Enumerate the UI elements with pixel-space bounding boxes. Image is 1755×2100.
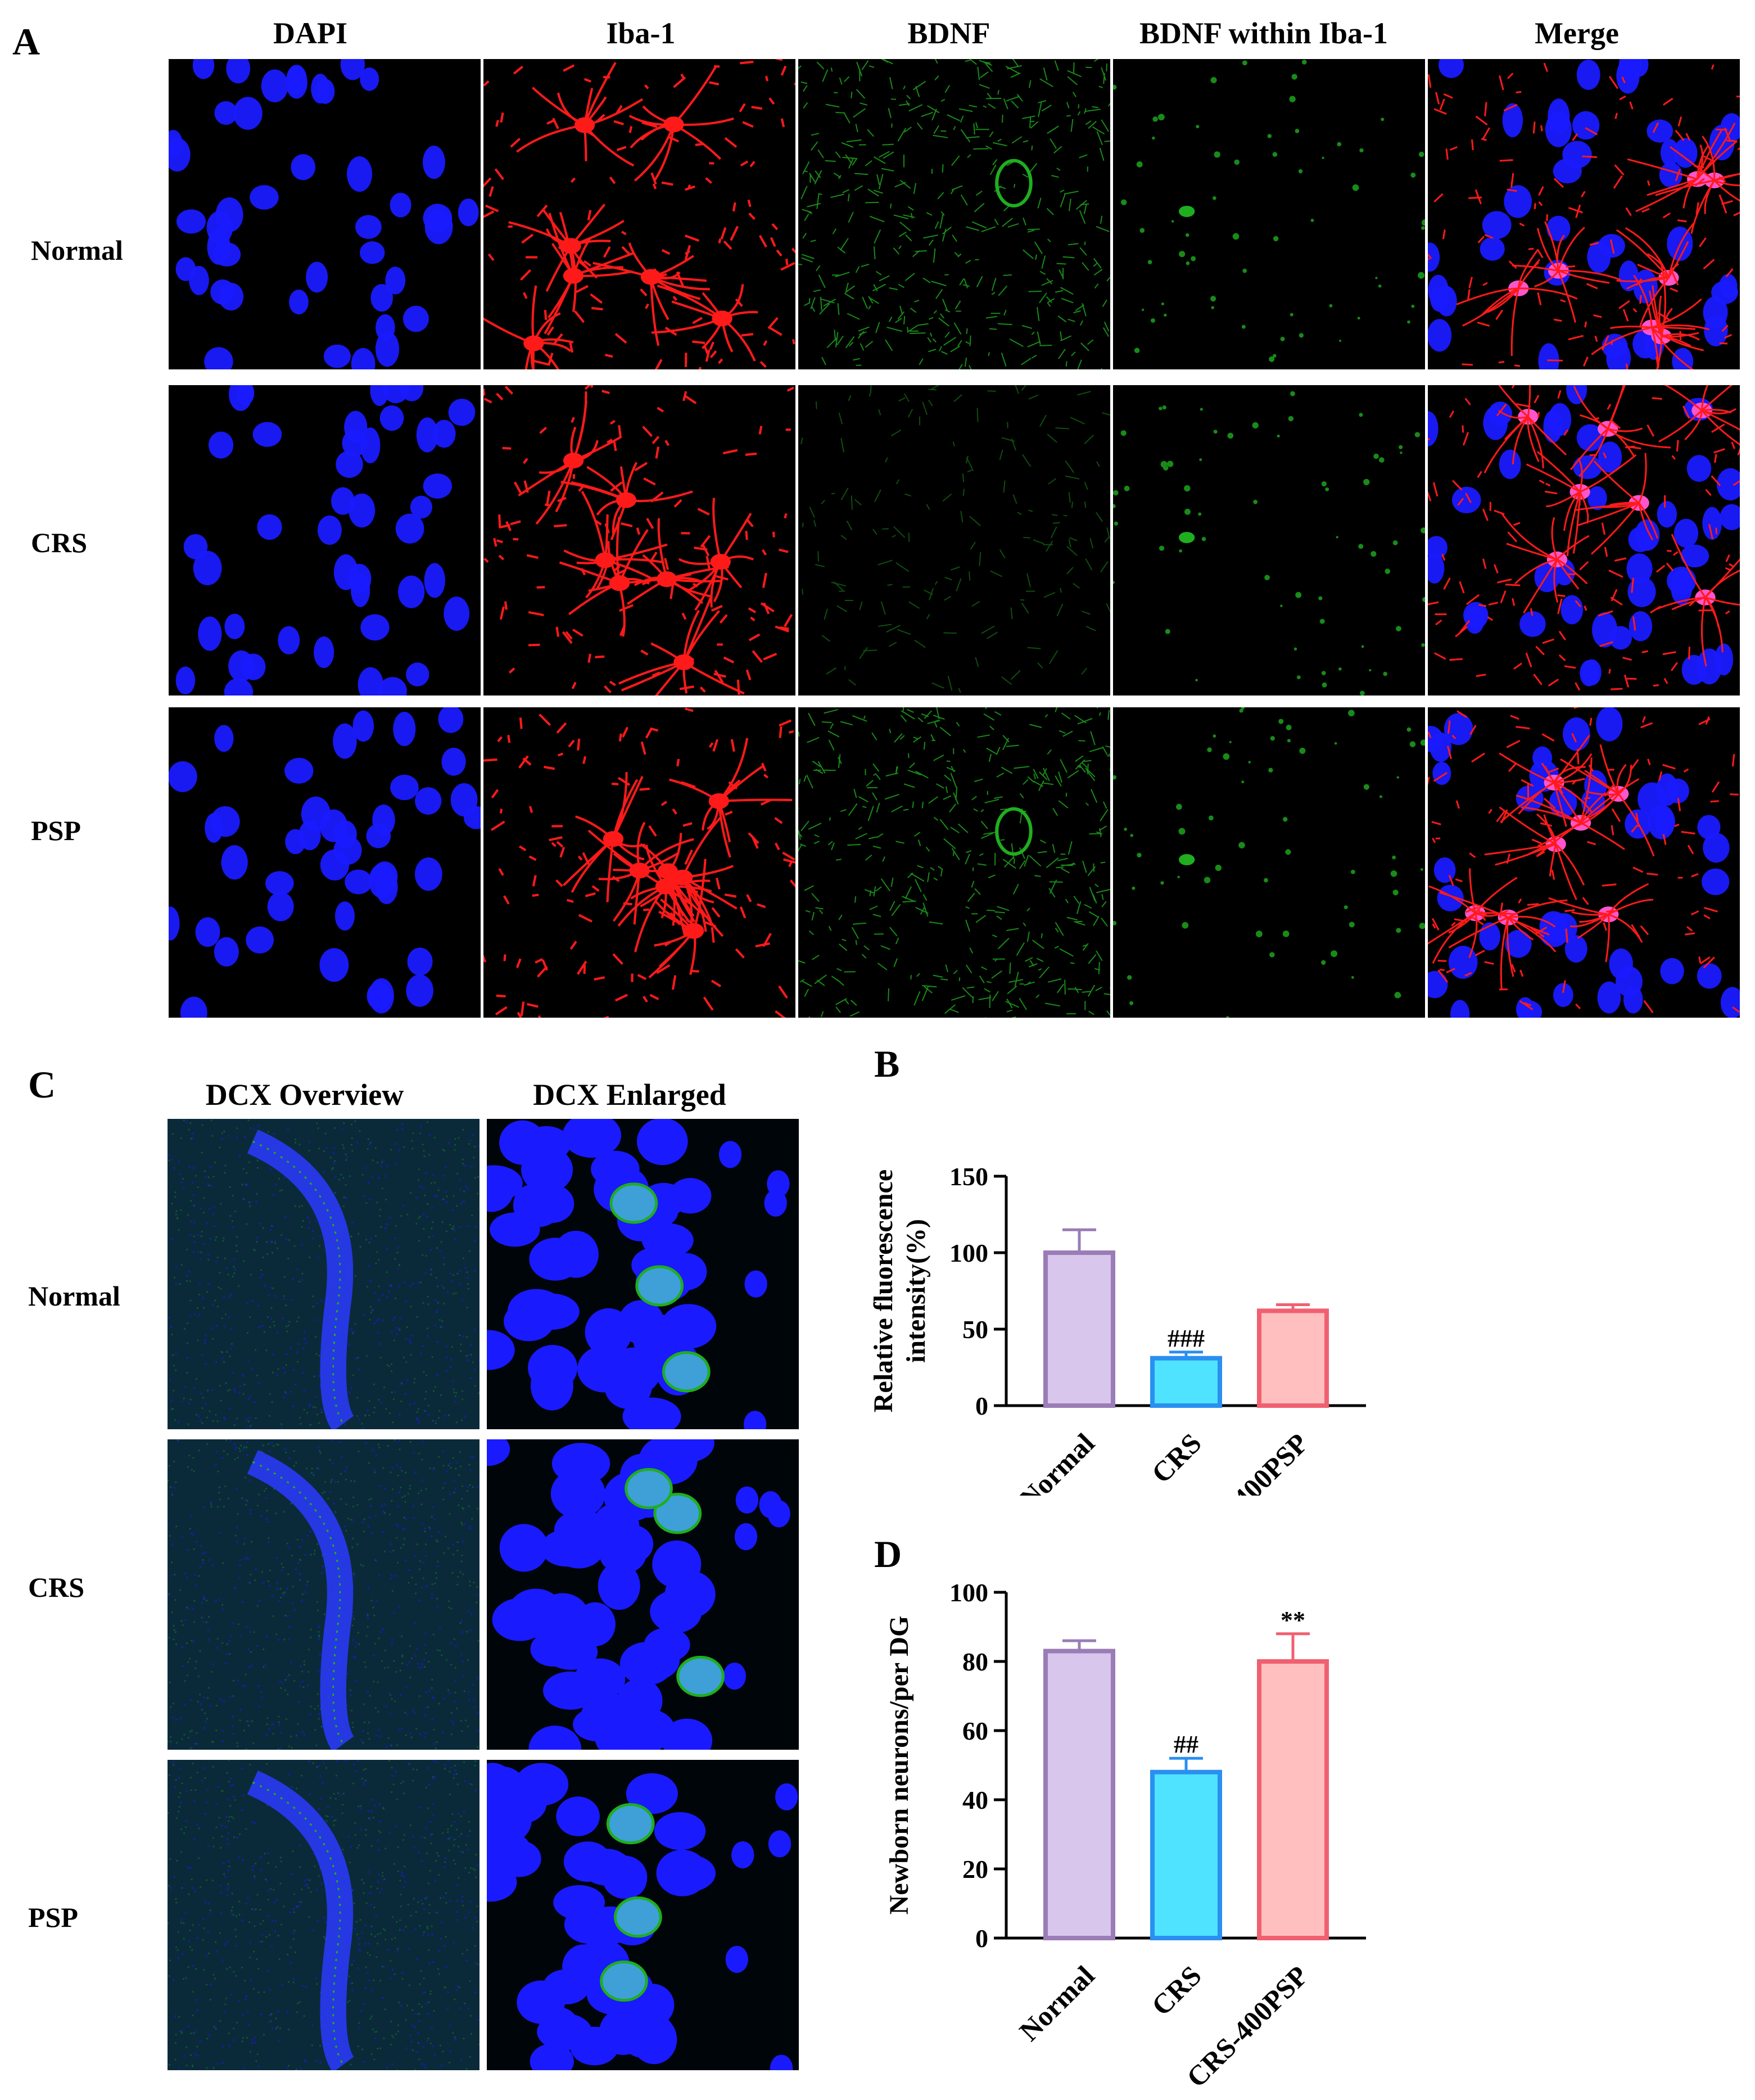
col-header-bdnf: BDNF [907, 16, 990, 50]
grid-c-image-r2-c1 [487, 1760, 799, 2070]
y-tick-label: 100 [949, 1578, 988, 1607]
significance-label: ### [1168, 1325, 1205, 1352]
x-tick-label: Normal [1013, 1427, 1101, 1496]
grid-a-image-r1-c2 [798, 385, 1110, 696]
y-tick-label: 20 [962, 1855, 988, 1884]
y-tick-label: 40 [962, 1786, 988, 1814]
y-tick-label: 150 [949, 1162, 988, 1191]
col-header-dapi: DAPI [273, 16, 347, 50]
row-label-crs-c: CRS [28, 1571, 85, 1603]
grid-a-image-r2-c0 [169, 707, 481, 1018]
chart-d: 0 20 40 60 80 100 Newborn neurons/per DG Normal… [884, 1578, 1366, 2093]
x-tick-label: CRS [1145, 1427, 1207, 1489]
y-tick-label: 0 [975, 1392, 988, 1420]
y-axis-label: Newborn neurons/per DG [884, 1616, 914, 1915]
grid-c-image-r1-c1 [487, 1439, 799, 1750]
row-label-normal-c: Normal [28, 1280, 120, 1312]
significance-label: ** [1281, 1606, 1305, 1634]
bar-normal [1043, 1649, 1115, 1941]
row-label-psp-c: PSP [28, 1902, 78, 1933]
grid-a-image-r2-c4 [1428, 707, 1740, 1018]
y-tick-label: 100 [949, 1239, 988, 1267]
col-header-bdnf-within-iba1: BDNF within Iba-1 [1139, 16, 1388, 50]
row-label-normal: Normal [31, 234, 123, 266]
grid-a-image-r2-c1 [483, 707, 795, 1018]
col-header-dcx-enlarged: DCX Enlarged [533, 1078, 726, 1112]
grid-a-image-r1-c4 [1428, 385, 1740, 696]
y-axis-label: Relative fluorescence intensity(%) [869, 1169, 931, 1412]
grid-a-image-r1-c3 [1113, 385, 1425, 696]
grid-c-image-r0-c1 [487, 1119, 799, 1429]
grid-a-image-r1-c0 [169, 385, 481, 696]
row-label-crs: CRS [31, 527, 88, 558]
x-tick-label: Normal [1013, 1959, 1101, 2047]
grid-a-image-r2-c3 [1113, 707, 1425, 1018]
grid-c-image-r2-c0 [168, 1760, 480, 2070]
bar-normal [1043, 1250, 1115, 1408]
grid-a-image-r1-c1 [483, 385, 795, 696]
grid-a-image-r0-c0 [169, 59, 481, 369]
grid-c-image-r0-c0 [168, 1119, 480, 1429]
panel-b-letter: B [874, 1042, 900, 1085]
row-label-psp: PSP [31, 815, 81, 846]
x-tick-label: CRS-400PSP [1180, 1427, 1314, 1496]
panel-d-letter: D [874, 1533, 902, 1575]
y-tick-label: 80 [962, 1647, 988, 1676]
col-header-merge: Merge [1535, 16, 1619, 50]
y-tick-label: 0 [975, 1924, 988, 1953]
significance-label: ## [1174, 1731, 1198, 1758]
col-header-iba1: Iba-1 [606, 16, 676, 50]
bar-crs [1150, 1356, 1222, 1408]
grid-a-image-r0-c3 [1113, 59, 1425, 369]
grid-a-image-r0-c2 [798, 59, 1110, 369]
y-tick-label: 60 [962, 1717, 988, 1745]
grid-a-image-r0-c4 [1428, 59, 1740, 369]
bar-crs-400psp [1257, 1659, 1329, 1940]
panel-c-letter: C [28, 1063, 56, 1106]
grid-c-image-r1-c0 [168, 1439, 480, 1750]
x-tick-label: CRS [1145, 1959, 1207, 2021]
y-tick-label: 50 [962, 1315, 988, 1344]
bar-crs-400psp [1257, 1308, 1329, 1408]
col-header-dcx-overview: DCX Overview [205, 1078, 404, 1112]
bar-crs [1150, 1769, 1222, 1940]
grid-a-image-r0-c1 [483, 59, 795, 369]
panel-a-letter: A [12, 20, 40, 63]
chart-b: 0 50 100 150 Relative fluorescence intensity(… [869, 1162, 1366, 1496]
grid-a-image-r2-c2 [798, 707, 1110, 1018]
